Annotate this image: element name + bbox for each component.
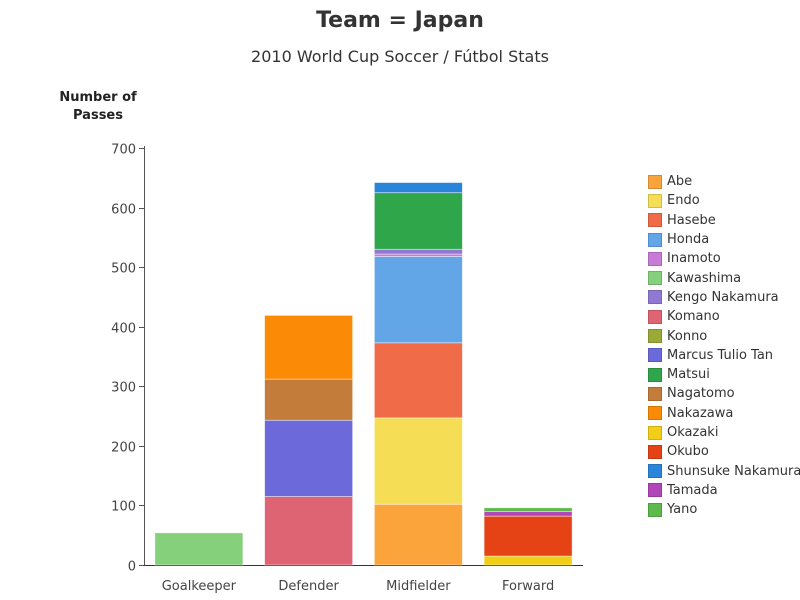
legend-label: Okazaki [667, 425, 719, 440]
legend-label: Konno [667, 328, 708, 344]
legend-item: Tamada [648, 481, 800, 500]
legend-item: Marcus Tulio Tan [648, 346, 800, 365]
bar-segment-matsui [373, 192, 463, 250]
legend-item: Honda [648, 230, 800, 249]
legend-swatch [648, 483, 662, 498]
legend: Abe Endo Hasebe Honda Inamoto Kawashima Kengo … [648, 172, 800, 519]
legend-item: Nagatomo [648, 384, 800, 403]
legend-label: Yano [667, 502, 698, 518]
y-tick-label: 200 [111, 441, 136, 456]
legend-swatch [648, 348, 662, 363]
legend-swatch [648, 444, 662, 459]
bar-segment-tamada [483, 510, 573, 517]
bar-segment-kawashima [154, 532, 244, 566]
bar-segment-shunsuke-nakamura [373, 182, 463, 194]
legend-item: Abe [648, 172, 800, 191]
legend-swatch [648, 329, 662, 344]
y-tick-label: 300 [111, 381, 136, 396]
legend-label: Kawashima [667, 270, 742, 286]
legend-label: Endo [667, 193, 700, 209]
legend-label: Okubo [667, 444, 709, 460]
x-tick-label: Forward [502, 579, 554, 594]
bar-segment-hasebe [373, 342, 463, 419]
legend-item: Komano [648, 307, 800, 326]
bar-segment-nagatomo [264, 378, 354, 421]
bar-segment-marcus-tulio-tan [264, 419, 354, 497]
legend-label: Abe [667, 174, 693, 190]
legend-item: Inamoto [648, 249, 800, 268]
legend-item: Yano [648, 500, 800, 519]
y-axis-label-line-2: Passes [73, 108, 123, 123]
legend-label: Nagatomo [667, 386, 735, 402]
legend-item: Kawashima [648, 268, 800, 287]
y-axis-label: Number of Passes [48, 89, 148, 125]
y-tick-label: 600 [111, 203, 136, 218]
legend-label: Inamoto [667, 251, 721, 267]
legend-swatch [648, 425, 662, 440]
legend-swatch [648, 290, 662, 305]
bar-segment-honda [373, 256, 463, 344]
legend-swatch [648, 502, 662, 517]
x-tick-label: Midfielder [386, 579, 451, 594]
legend-label: Hasebe [667, 212, 716, 228]
bar-segment-okazaki [483, 555, 573, 566]
legend-swatch [648, 193, 662, 208]
y-tick-label: 500 [111, 262, 136, 277]
legend-item: Konno [648, 326, 800, 345]
legend-item: Okubo [648, 442, 800, 461]
y-tick-label: 700 [111, 143, 136, 158]
bar-segment-endo [373, 417, 463, 505]
legend-label: Matsui [667, 367, 710, 383]
legend-label: Marcus Tulio Tan [667, 347, 774, 363]
legend-item: Okazaki [648, 423, 800, 442]
legend-label: Tamada [667, 482, 718, 498]
bar-segment-nakazawa [264, 314, 354, 380]
legend-label: Kengo Nakamura [667, 289, 779, 305]
legend-item: Kengo Nakamura [648, 288, 800, 307]
x-tick-label: Defender [278, 579, 339, 594]
bar-segment-abe [373, 503, 463, 566]
bar-segment-okubo [483, 515, 573, 557]
bar-segment-kengo-nakamura [373, 248, 463, 255]
legend-item: Hasebe [648, 211, 800, 230]
bar-segment-komano [264, 496, 354, 566]
legend-swatch [648, 406, 662, 421]
legend-swatch [648, 251, 662, 266]
legend-label: Honda [667, 232, 710, 248]
legend-swatch [648, 271, 662, 286]
legend-swatch [648, 174, 662, 189]
legend-item: Endo [648, 191, 800, 210]
y-tick-label: 100 [111, 500, 136, 515]
y-tick-label: 0 [128, 560, 136, 575]
legend-swatch [648, 309, 662, 324]
legend-item: Shunsuke Nakamura [648, 461, 800, 480]
legend-item: Matsui [648, 365, 800, 384]
legend-label: Nakazawa [667, 405, 734, 421]
x-tick-label: Goalkeeper [162, 579, 237, 594]
legend-swatch [648, 213, 662, 228]
legend-label: Komano [667, 309, 720, 325]
legend-swatch [648, 386, 662, 401]
y-tick-label: 400 [111, 322, 136, 337]
legend-label: Shunsuke Nakamura [667, 463, 800, 479]
chart-subtitle: 2010 World Cup Soccer / Fútbol Stats [251, 47, 549, 66]
legend-swatch [648, 367, 662, 382]
legend-item: Nakazawa [648, 404, 800, 423]
legend-swatch [648, 232, 662, 247]
y-axis-label-line-1: Number of [59, 90, 137, 105]
bar-segment-yano [483, 507, 573, 512]
legend-swatch [648, 464, 662, 479]
chart-title: Team = Japan [316, 8, 484, 33]
